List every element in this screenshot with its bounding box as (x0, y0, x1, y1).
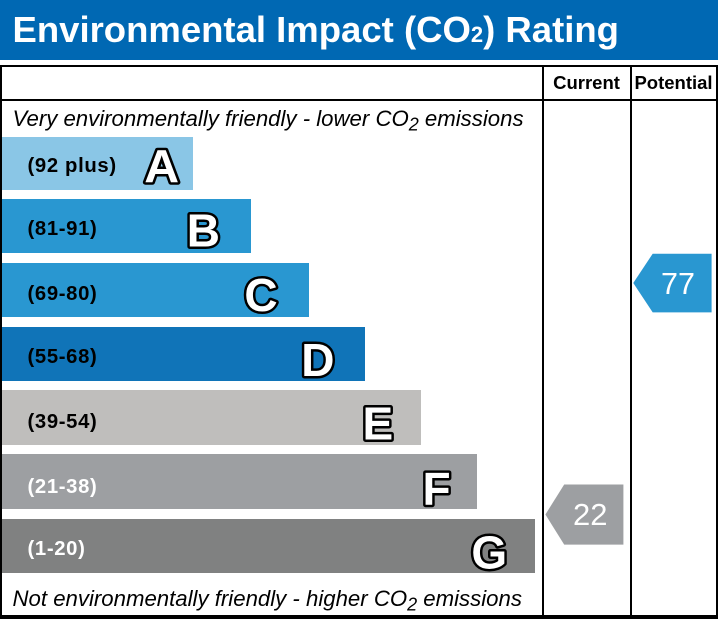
svg-text:G: G (471, 526, 507, 578)
svg-text:E: E (362, 397, 393, 449)
svg-text:F: F (423, 462, 451, 514)
svg-text:C: C (244, 269, 277, 321)
svg-text:A: A (144, 140, 179, 192)
svg-text:B: B (187, 205, 220, 257)
svg-text:22: 22 (573, 497, 607, 532)
svg-text:77: 77 (661, 267, 695, 301)
svg-text:D: D (301, 334, 334, 386)
